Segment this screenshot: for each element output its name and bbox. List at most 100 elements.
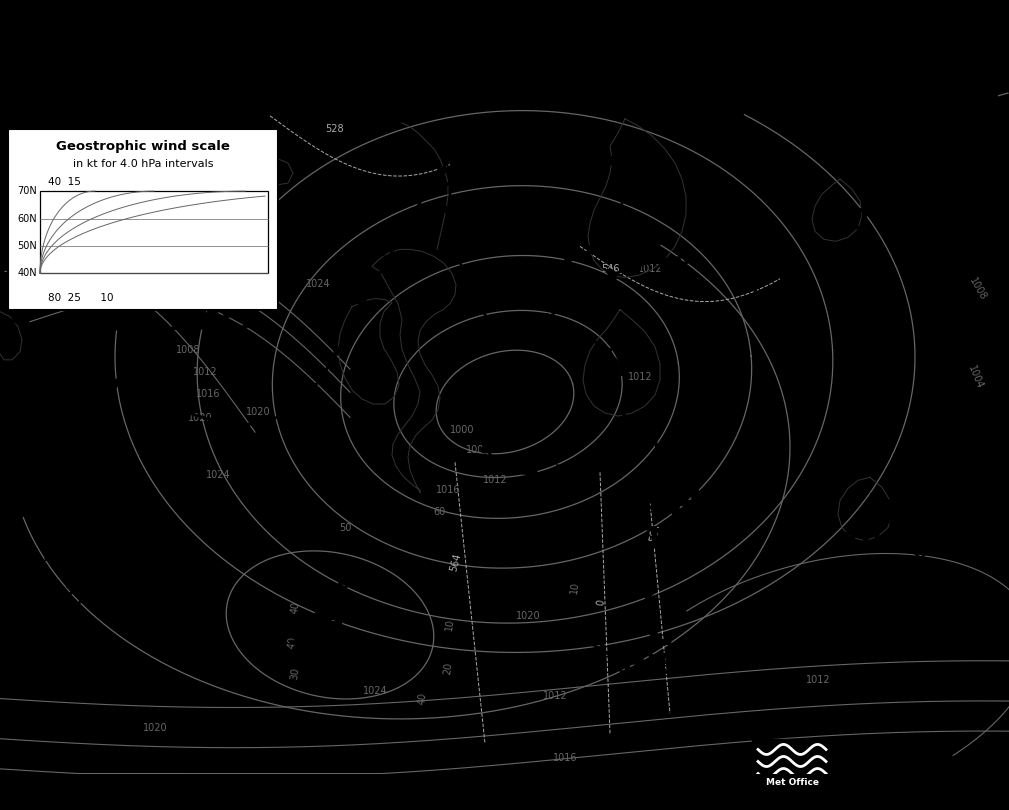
Text: 564: 564 [649, 522, 662, 543]
Polygon shape [106, 583, 113, 591]
Polygon shape [208, 416, 216, 425]
Polygon shape [555, 327, 563, 337]
Polygon shape [233, 420, 241, 429]
Polygon shape [446, 178, 455, 186]
Polygon shape [587, 138, 596, 146]
Polygon shape [89, 366, 99, 374]
Polygon shape [529, 329, 538, 338]
Polygon shape [466, 280, 474, 288]
Polygon shape [334, 347, 342, 356]
Text: 1028: 1028 [286, 638, 370, 667]
Text: 20: 20 [442, 661, 454, 675]
Polygon shape [183, 409, 192, 418]
Wedge shape [454, 257, 466, 265]
Polygon shape [620, 367, 629, 376]
Text: 528: 528 [326, 124, 344, 134]
Polygon shape [542, 118, 550, 128]
Polygon shape [67, 352, 77, 361]
Bar [752, 740, 832, 791]
Wedge shape [632, 260, 641, 274]
Polygon shape [462, 130, 470, 139]
Text: 1012: 1012 [193, 367, 217, 377]
Text: H: H [878, 168, 912, 210]
Text: H: H [866, 492, 900, 534]
Text: 1005: 1005 [167, 307, 252, 336]
Wedge shape [444, 206, 456, 212]
Wedge shape [72, 602, 83, 612]
Polygon shape [557, 465, 566, 474]
Text: 40: 40 [416, 692, 428, 705]
Polygon shape [605, 156, 614, 165]
Text: Geostrophic wind scale: Geostrophic wind scale [57, 140, 230, 153]
Wedge shape [530, 467, 538, 481]
Polygon shape [453, 145, 462, 155]
Text: 1016: 1016 [840, 530, 925, 559]
Wedge shape [561, 296, 572, 309]
Text: 1004: 1004 [966, 364, 984, 390]
Polygon shape [359, 301, 367, 310]
Wedge shape [672, 655, 679, 667]
Polygon shape [624, 391, 633, 399]
Text: 1008: 1008 [466, 446, 490, 455]
Text: 40: 40 [290, 601, 301, 615]
Polygon shape [566, 124, 575, 134]
Text: 1016: 1016 [196, 389, 220, 399]
Text: H: H [311, 600, 345, 642]
Polygon shape [616, 207, 626, 216]
Text: 1012: 1012 [628, 372, 652, 382]
Polygon shape [615, 181, 626, 190]
Wedge shape [12, 636, 19, 648]
Wedge shape [621, 654, 629, 666]
Text: 1006: 1006 [615, 650, 700, 680]
Polygon shape [215, 650, 223, 658]
Wedge shape [694, 645, 703, 656]
Wedge shape [606, 270, 616, 283]
Text: 1024: 1024 [206, 471, 230, 480]
Wedge shape [486, 362, 499, 373]
Text: 0: 0 [595, 599, 606, 607]
Text: 1012: 1012 [543, 691, 567, 701]
Polygon shape [22, 326, 31, 335]
Polygon shape [536, 261, 544, 271]
Polygon shape [491, 326, 498, 335]
Polygon shape [111, 379, 121, 387]
Polygon shape [135, 390, 144, 399]
Text: 546: 546 [600, 264, 620, 275]
Text: 1020: 1020 [142, 723, 167, 733]
Polygon shape [516, 115, 525, 125]
Text: L: L [70, 500, 96, 542]
Text: L: L [197, 269, 223, 310]
Text: H: H [668, 487, 702, 528]
Text: Forecast chart (T+04) valid 12 UTC SAT 08 JUN 2024: Forecast chart (T+04) valid 12 UTC SAT 0… [4, 46, 298, 57]
Polygon shape [606, 228, 615, 238]
Polygon shape [259, 416, 267, 425]
Text: 60N: 60N [17, 214, 37, 224]
Wedge shape [541, 313, 553, 326]
Text: Met Office: Met Office [766, 778, 818, 787]
Text: 1001: 1001 [40, 538, 125, 567]
Text: 1024: 1024 [306, 279, 330, 288]
Polygon shape [384, 256, 393, 265]
Polygon shape [194, 657, 201, 665]
Polygon shape [469, 125, 478, 134]
Polygon shape [450, 231, 458, 238]
Text: 1008: 1008 [176, 345, 200, 355]
Text: 50N: 50N [17, 241, 37, 251]
Polygon shape [424, 188, 432, 197]
Wedge shape [500, 460, 511, 473]
Polygon shape [586, 245, 595, 254]
Wedge shape [684, 249, 691, 264]
Polygon shape [170, 651, 178, 659]
Polygon shape [130, 624, 137, 632]
Polygon shape [148, 640, 156, 647]
Polygon shape [507, 339, 516, 347]
Wedge shape [471, 419, 485, 426]
Wedge shape [582, 282, 593, 295]
Wedge shape [476, 304, 487, 313]
Wedge shape [479, 442, 492, 453]
Polygon shape [98, 561, 107, 569]
Text: 1016: 1016 [553, 753, 577, 764]
Wedge shape [657, 254, 666, 267]
Polygon shape [346, 324, 355, 334]
Text: 10: 10 [444, 618, 456, 632]
